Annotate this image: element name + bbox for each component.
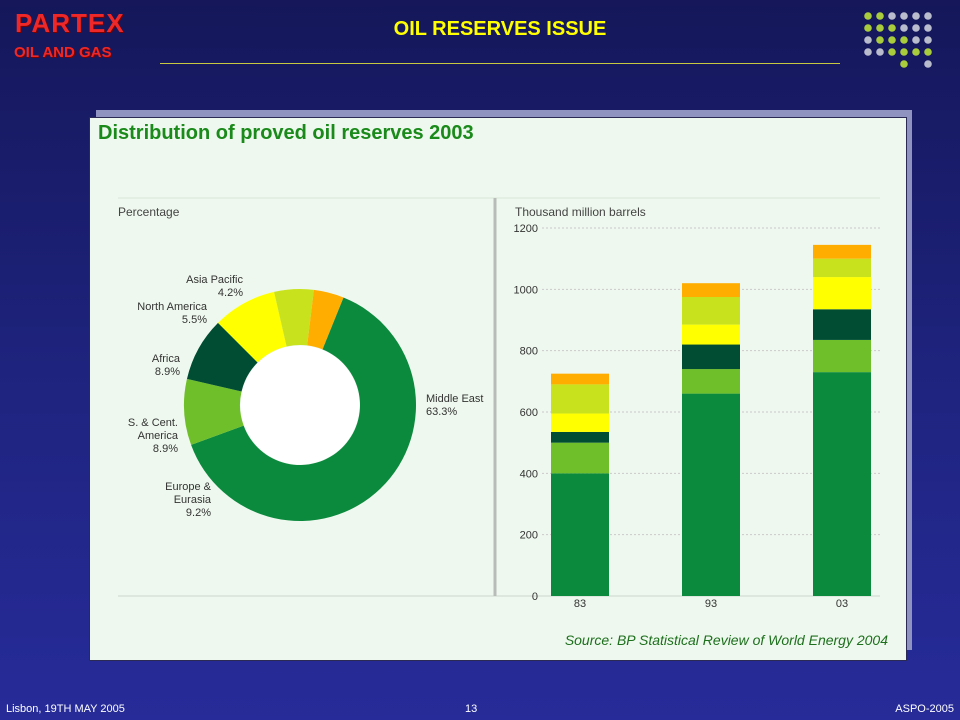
donut-hole <box>240 345 360 465</box>
chart-panel: Distribution of proved oil reserves 2003… <box>89 117 907 661</box>
logo-dot <box>924 36 932 44</box>
logo-dot <box>924 12 932 20</box>
bar-segment-north_america-83 <box>551 384 609 414</box>
logo-dot <box>900 36 908 44</box>
header-divider <box>160 63 840 64</box>
footer-page-number: 13 <box>465 703 478 715</box>
bar-segment-s_cent_america-03 <box>813 309 871 340</box>
bar-segment-s_cent_america-83 <box>551 431 609 443</box>
y-tick-label: 0 <box>532 591 538 603</box>
pie-label-s_cent_america: America <box>138 430 179 442</box>
pie-label-north_america-value: 5.5% <box>182 314 207 326</box>
pie-slice-asia_pacific <box>307 289 344 350</box>
logo-dot <box>888 24 896 32</box>
logo-dot <box>876 48 884 56</box>
bar-segment-africa-03 <box>813 277 871 310</box>
bar-segment-africa-93 <box>682 324 740 345</box>
y-tick-label: 1200 <box>514 223 538 235</box>
pie-chart-subtitle: Percentage <box>118 205 180 219</box>
logo-dot <box>912 24 920 32</box>
pie-slice-north_america <box>274 289 314 347</box>
y-tick-label: 400 <box>520 468 538 480</box>
pie-label-asia_pacific: Asia Pacific <box>186 274 243 286</box>
logo-dot <box>924 48 932 56</box>
logo-dot <box>876 24 884 32</box>
y-tick-label: 200 <box>520 530 538 542</box>
logo-dot <box>900 24 908 32</box>
logo-dot <box>864 36 872 44</box>
logo-dot <box>864 12 872 20</box>
bar-segment-middle_east-83 <box>551 473 609 596</box>
pie-label-middle_east: Middle East <box>426 393 483 405</box>
slide-title: OIL RESERVES ISSUE <box>393 18 607 40</box>
bar-segment-s_cent_america-93 <box>682 344 740 370</box>
logo-dot <box>888 12 896 20</box>
pie-label-asia_pacific-value: 4.2% <box>218 287 243 299</box>
logo-dot <box>888 36 896 44</box>
pie-slice-europe_eurasia <box>184 378 244 445</box>
pie-label-africa-value: 8.9% <box>155 366 180 378</box>
bar-segment-asia_pacific-93 <box>682 283 740 297</box>
pie-slice-s_cent_america <box>186 322 258 392</box>
logo-dot <box>888 48 896 56</box>
pie-label-europe_eurasia: Eurasia <box>174 494 212 506</box>
logo-dot <box>876 36 884 44</box>
pie-label-s_cent_america-value: 8.9% <box>153 443 178 455</box>
bar-segment-asia_pacific-83 <box>551 373 609 385</box>
bar-segment-africa-83 <box>551 413 609 432</box>
logo-dot <box>864 48 872 56</box>
panel-title: Distribution of proved oil reserves 2003 <box>98 122 474 144</box>
pie-slice-middle_east <box>191 297 416 521</box>
x-tick-label: 83 <box>574 598 586 610</box>
footer-location-date: Lisbon, 19TH MAY 2005 <box>6 703 125 715</box>
bar-segment-north_america-93 <box>682 297 740 325</box>
logo-dot <box>900 48 908 56</box>
bar-segment-middle_east-93 <box>682 393 740 596</box>
footer-event: ASPO-2005 <box>895 703 954 715</box>
bar-segment-asia_pacific-03 <box>813 244 871 259</box>
bar-chart-ylabel: Thousand million barrels <box>515 205 646 219</box>
partex-logo-text: PARTEX <box>15 8 125 38</box>
logo-dot <box>876 12 884 20</box>
x-tick-label: 93 <box>705 598 717 610</box>
logo-dot <box>924 60 932 68</box>
y-tick-label: 600 <box>520 407 538 419</box>
pie-label-north_america: North America <box>137 301 208 313</box>
x-tick-label: 03 <box>836 598 848 610</box>
logo-dot <box>912 36 920 44</box>
source-note: Source: BP Statistical Review of World E… <box>564 632 888 648</box>
pie-slice-africa <box>218 291 287 363</box>
dot-grid-logo-icon <box>864 12 932 68</box>
logo-dot <box>864 24 872 32</box>
logo-dot <box>912 48 920 56</box>
pie-label-africa: Africa <box>152 353 181 365</box>
oil-and-gas-logo-text: OIL AND GAS <box>14 44 112 61</box>
logo-dot <box>924 24 932 32</box>
y-tick-label: 1000 <box>514 284 538 296</box>
charts-canvas: Percentage Thousand million barrels Midd… <box>118 197 880 610</box>
pie-label-middle_east-value: 63.3% <box>426 406 457 418</box>
pie-label-s_cent_america: S. & Cent. <box>128 417 178 429</box>
bar-segment-europe_eurasia-93 <box>682 369 740 394</box>
logo-dot <box>912 12 920 20</box>
pie-label-europe_eurasia: Europe & <box>165 481 212 493</box>
logo-dot <box>900 60 908 68</box>
bar-segment-europe_eurasia-03 <box>813 339 871 373</box>
logo-dot <box>900 12 908 20</box>
bar-segment-middle_east-03 <box>813 372 871 596</box>
bar-segment-north_america-03 <box>813 258 871 278</box>
y-tick-label: 800 <box>520 346 538 358</box>
bar-segment-europe_eurasia-83 <box>551 442 609 474</box>
pie-label-europe_eurasia-value: 9.2% <box>186 507 211 519</box>
